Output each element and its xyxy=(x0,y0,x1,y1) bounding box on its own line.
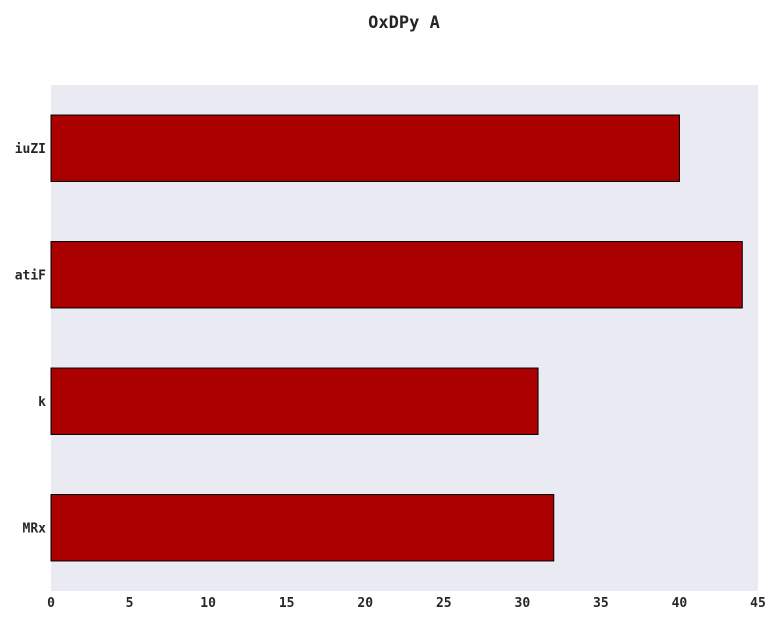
x-tick-label: 30 xyxy=(515,596,531,611)
x-tick-label: 5 xyxy=(126,596,134,611)
bar-iuZI xyxy=(50,114,680,182)
x-tick-labels: 0 5 10 15 20 25 30 35 40 45 xyxy=(47,596,766,611)
x-tick-label: 25 xyxy=(436,596,452,611)
bar-k xyxy=(50,367,539,435)
x-tick-label: 45 xyxy=(750,596,766,611)
bar-atiF xyxy=(50,241,743,309)
x-tick-label: 10 xyxy=(200,596,216,611)
bars-group xyxy=(50,114,743,562)
x-tick-label: 0 xyxy=(47,596,55,611)
x-tick-label: 15 xyxy=(279,596,295,611)
x-tick-label: 35 xyxy=(593,596,609,611)
y-tick-label: iuZI xyxy=(15,142,46,157)
y-tick-label: MRx xyxy=(23,521,47,536)
x-tick-label: 40 xyxy=(672,596,688,611)
bar-MRx xyxy=(50,494,555,562)
y-tick-label: k xyxy=(38,395,46,410)
y-tick-label: atiF xyxy=(15,268,46,283)
y-tick-labels: iuZI atiF k MRx xyxy=(15,142,46,537)
chart-title: OxDPy A xyxy=(368,13,440,33)
x-tick-label: 20 xyxy=(357,596,373,611)
